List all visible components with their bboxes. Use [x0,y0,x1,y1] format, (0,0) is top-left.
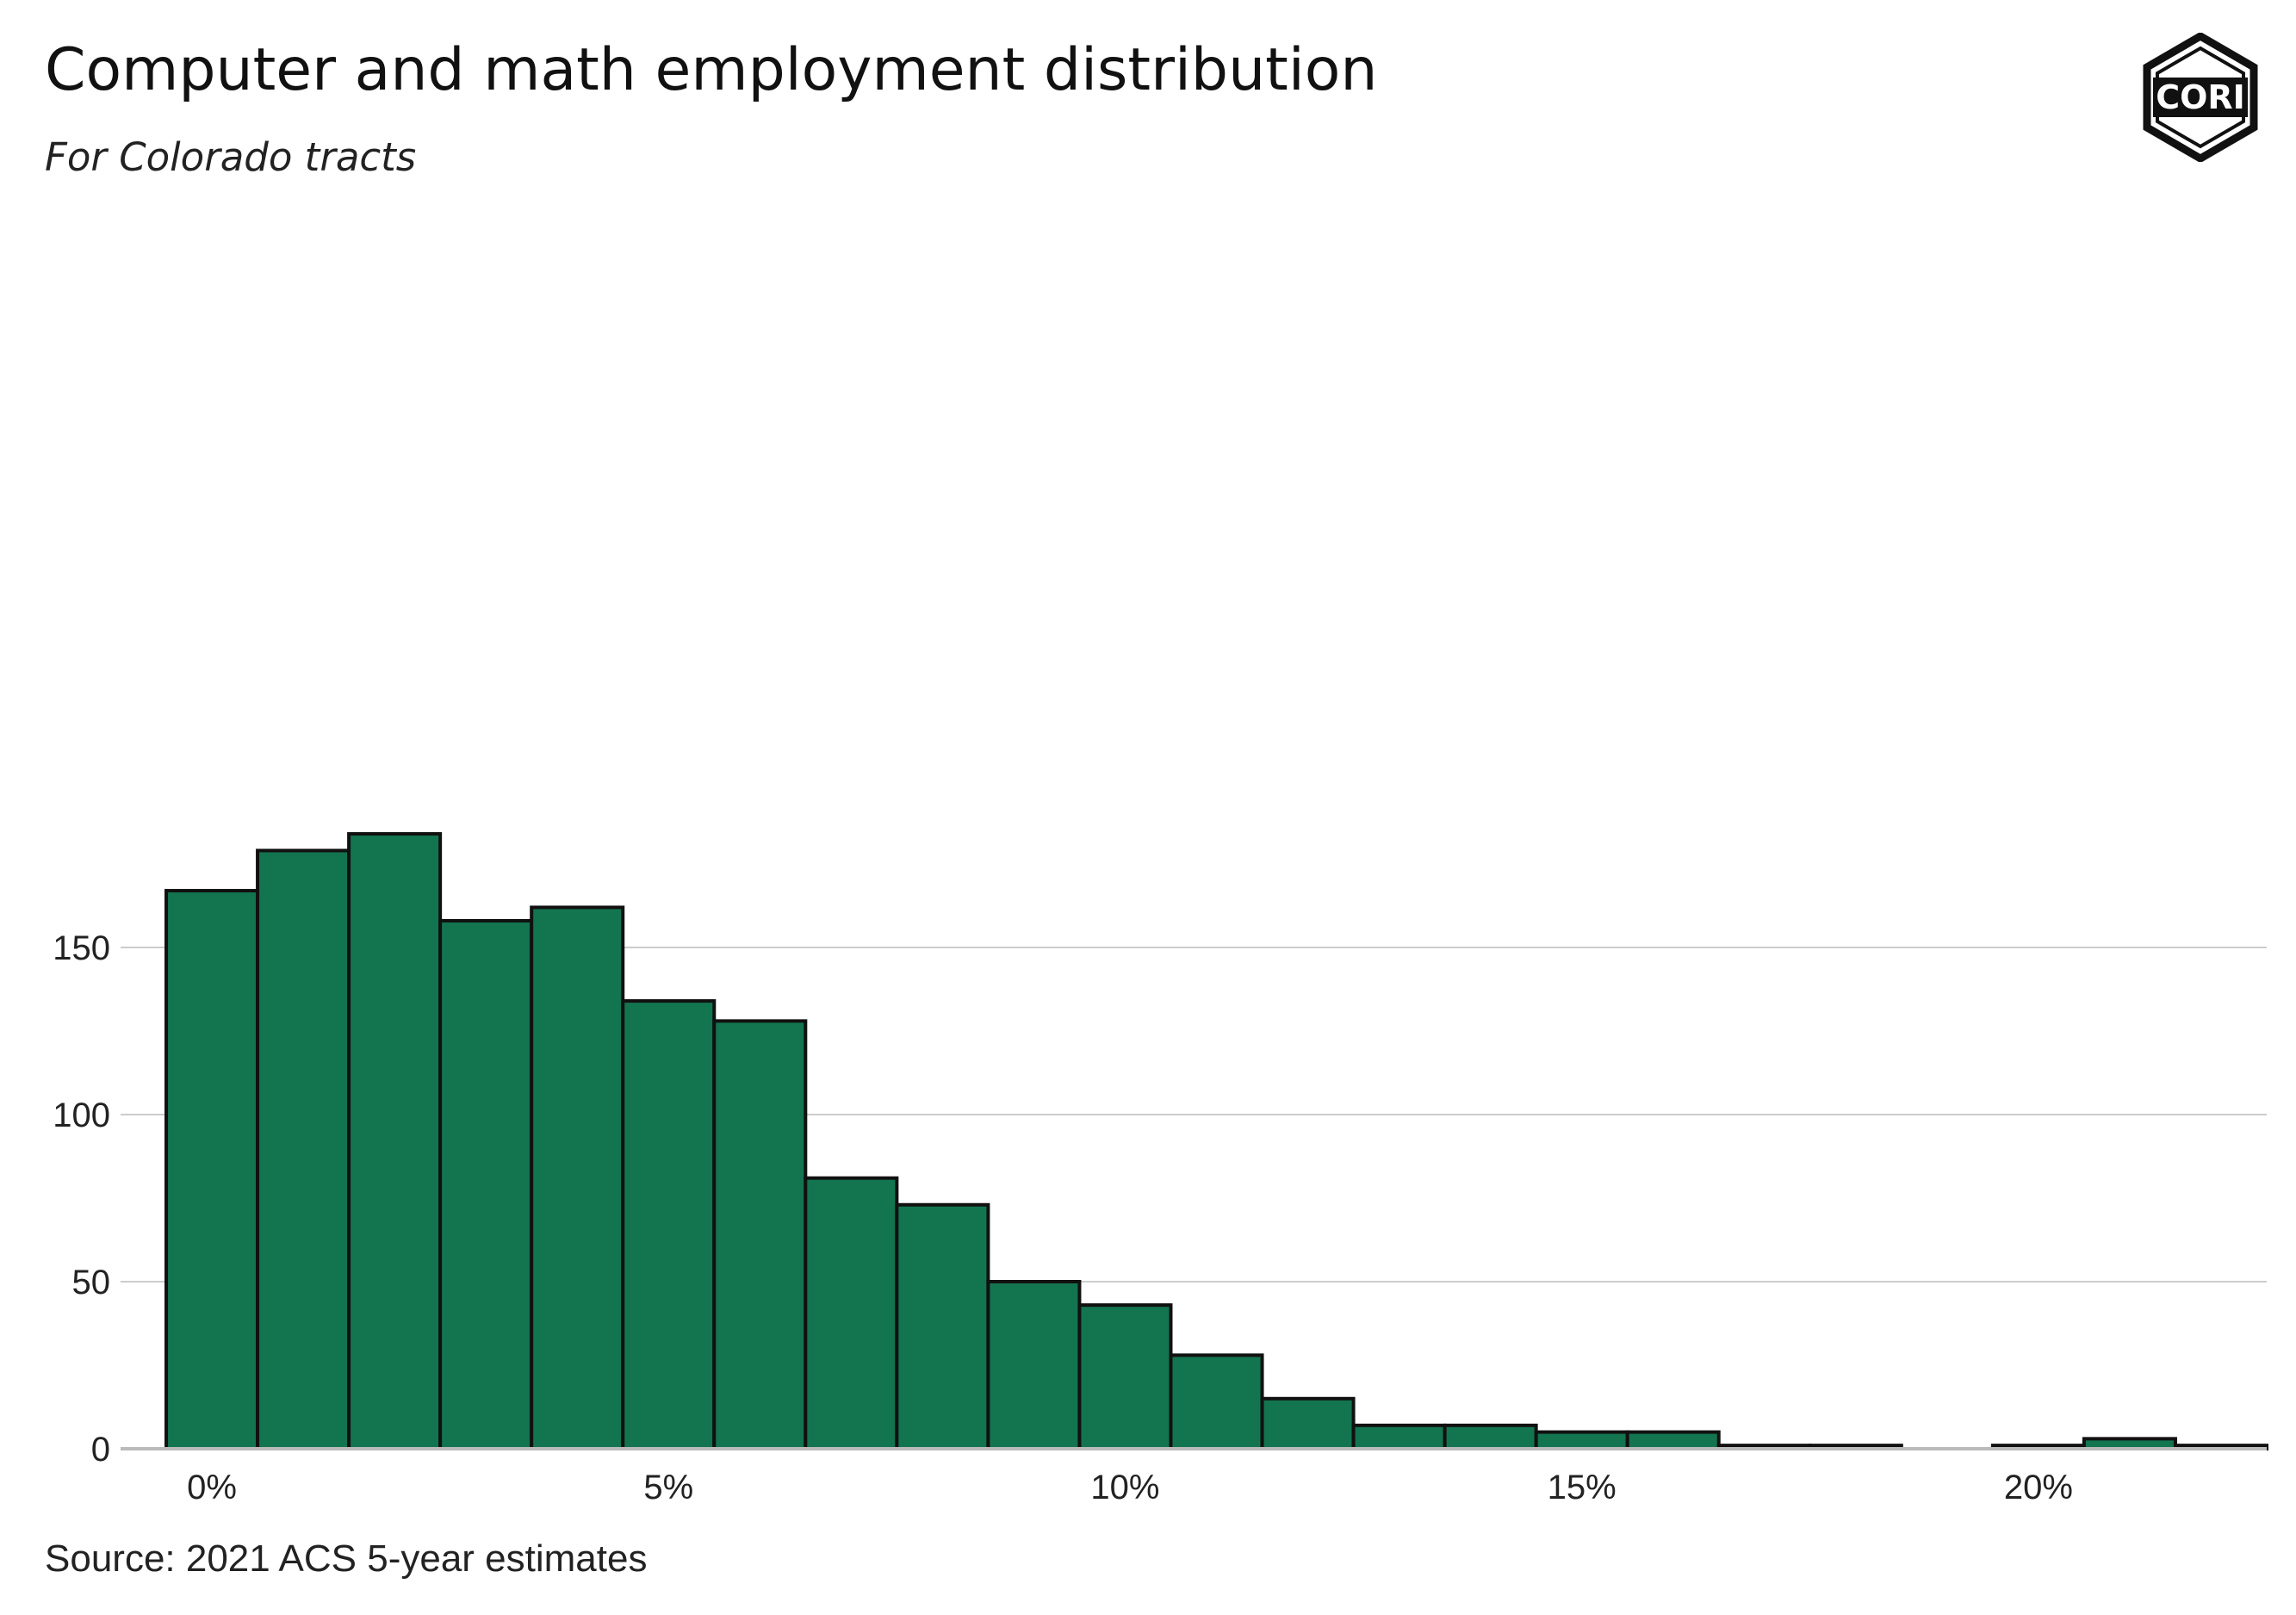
histogram-bar [1260,1396,1356,1451]
histogram-bar [1077,1303,1173,1451]
x-tick-label: 15% [1548,1469,1617,1506]
y-axis-ticks: 0 50 100 150 [53,929,110,1469]
x-tick-label: 0% [187,1469,237,1506]
histogram-bar [1351,1423,1447,1450]
y-tick-label: 0 [91,1431,110,1469]
histogram-bar [621,999,717,1450]
histogram-bar [438,918,534,1450]
histogram-bar [895,1202,990,1450]
x-tick-label: 5% [643,1469,693,1506]
y-tick-label: 100 [53,1096,110,1134]
histogram-bar [1169,1353,1264,1450]
logo-text: CORI [2156,78,2245,116]
source-caption: Source: 2021 ACS 5-year estimates [45,1537,648,1580]
histogram-bar [1625,1430,1721,1450]
histogram-bar [804,1176,899,1450]
histogram-bar [1534,1430,1629,1450]
histogram-bar [986,1280,1082,1450]
x-tick-label: 10% [1090,1469,1159,1506]
histogram-bar [712,1019,808,1450]
chart-title: Computer and math employment distributio… [45,36,1378,104]
cori-logo-icon: CORI [2136,31,2265,164]
bars [164,832,2269,1451]
histogram-bar [530,905,625,1450]
y-tick-label: 50 [72,1264,111,1301]
histogram-bar [1443,1423,1538,1450]
histogram-bar [164,889,260,1451]
chart-subtitle: For Colorado tracts [45,134,417,180]
histogram-bar [347,832,443,1450]
x-tick-label: 20% [2004,1469,2073,1506]
y-tick-label: 150 [53,929,110,967]
x-axis-ticks: 0% 5% 10% 15% 20% [187,1469,2073,1506]
histogram-bar [256,848,351,1450]
